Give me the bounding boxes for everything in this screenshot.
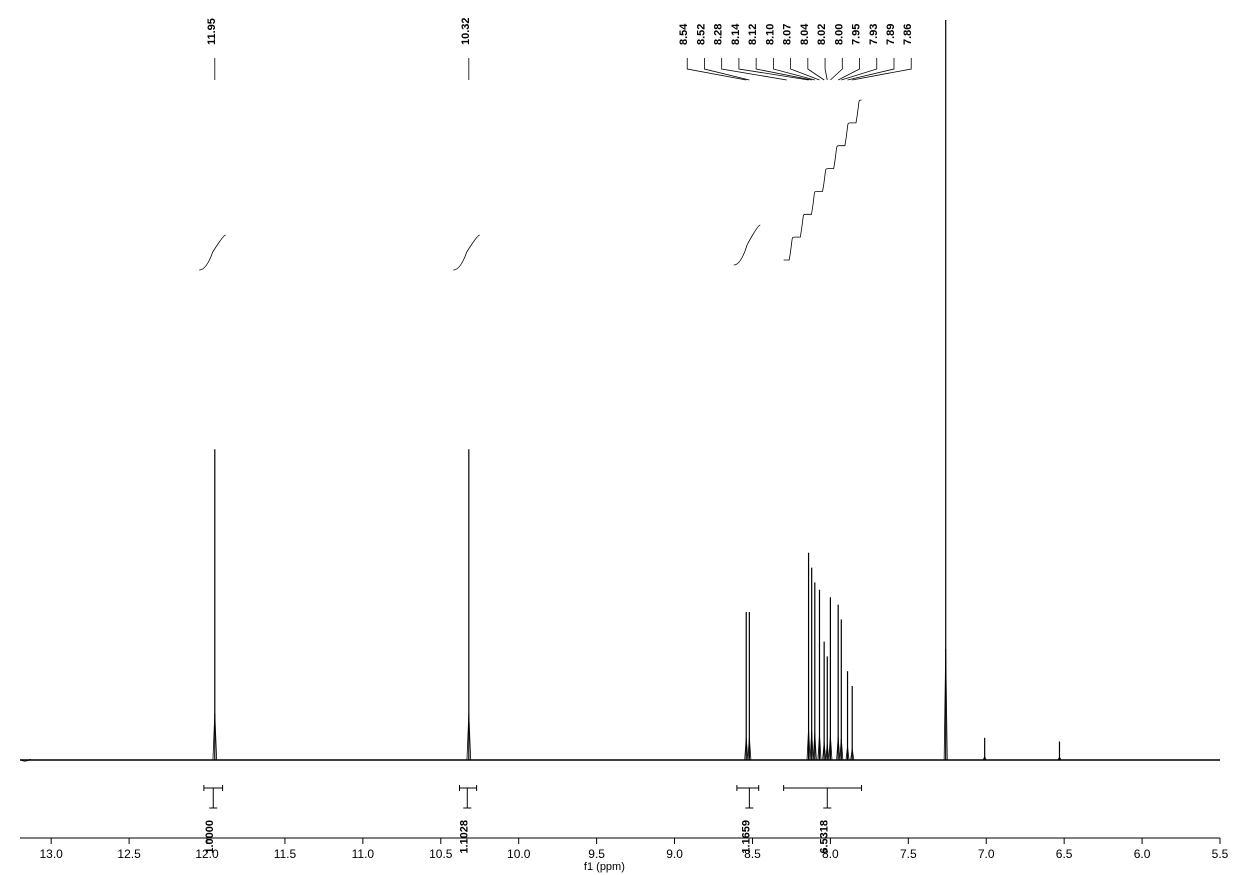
peak-label: 11.95 <box>206 18 218 45</box>
peak-label: 8.10 <box>764 24 776 45</box>
integral-curve <box>199 235 225 270</box>
integral-label: 6.5318 <box>818 820 830 854</box>
peak-label: 8.00 <box>833 24 845 45</box>
integral-label: 1.1659 <box>740 820 752 854</box>
x-tick-label: 6.0 <box>1134 847 1151 861</box>
peak-label: 8.54 <box>678 23 690 45</box>
x-tick-label: 11.0 <box>352 847 375 861</box>
peak-label: 8.12 <box>747 24 759 45</box>
integral-curve <box>453 235 479 270</box>
x-tick-label: 13.0 <box>39 847 63 861</box>
peak-label: 7.89 <box>885 24 897 45</box>
x-axis: 13.012.512.011.511.010.510.09.59.08.58.0… <box>20 838 1229 873</box>
nmr-spectrum-chart: 13.012.512.011.511.010.510.09.59.08.58.0… <box>0 0 1240 875</box>
x-tick-label: 5.5 <box>1212 847 1229 861</box>
x-tick-label: 9.0 <box>666 847 683 861</box>
integral-curves <box>199 100 861 270</box>
peak-label: 8.07 <box>782 24 794 45</box>
integral-curve <box>734 225 760 265</box>
x-tick-label: 7.0 <box>978 847 995 861</box>
peak-label: 7.86 <box>902 24 914 45</box>
x-tick-label: 10.5 <box>429 847 453 861</box>
peak-label: 8.28 <box>713 24 725 45</box>
peak-label-stem <box>722 58 787 80</box>
x-tick-label: 12.5 <box>117 847 141 861</box>
peak-label-stem <box>825 58 827 80</box>
integral-label: 1.1028 <box>458 820 470 854</box>
peak-label: 10.32 <box>460 17 472 45</box>
peak-label: 8.14 <box>730 23 742 45</box>
peak-label: 7.95 <box>851 24 863 45</box>
x-tick-label: 7.5 <box>900 847 917 861</box>
integral-curve <box>784 100 862 260</box>
nmr-svg: 13.012.512.011.511.010.510.09.59.08.58.0… <box>0 0 1240 875</box>
integral-labels: 1.0000 1.1028 1.1659 6.5318 <box>204 785 862 854</box>
peak-label: 8.02 <box>816 24 828 45</box>
x-axis-label: f1 (ppm) <box>584 861 625 873</box>
peak-label: 8.52 <box>695 24 707 45</box>
peak-labels-top: 11.95 10.32 8.54 8.52 8.28 8.14 8.12 8.10 8.07 8.… <box>206 17 914 80</box>
peaks <box>213 20 1061 760</box>
peak-label: 8.04 <box>799 23 811 45</box>
peak-label-stem <box>830 58 842 80</box>
x-tick-label: 10.0 <box>507 847 531 861</box>
x-tick-label: 9.5 <box>588 847 605 861</box>
integral-label: 1.0000 <box>204 820 216 854</box>
x-tick-label: 11.5 <box>274 847 297 861</box>
peak-label-stem <box>838 58 859 80</box>
peak-label: 7.93 <box>868 24 880 45</box>
x-tick-label: 6.5 <box>1056 847 1073 861</box>
